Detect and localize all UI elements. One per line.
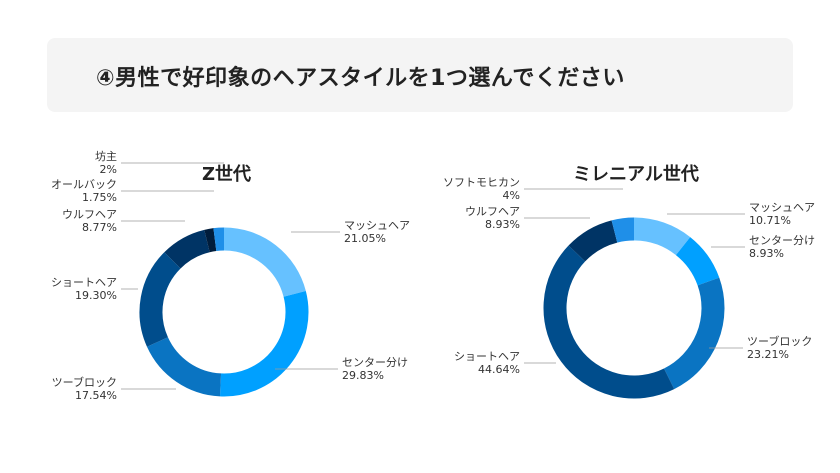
millennial-slice-0 xyxy=(633,217,691,256)
question-title: ④男性で好印象のヘアスタイルを1つ選んでください xyxy=(96,66,625,91)
millennial-slice-value-4: 8.93% xyxy=(485,218,520,231)
z-slice-4 xyxy=(164,229,211,269)
millennial-slice-label-0: マッシュヘア xyxy=(749,201,815,214)
chart-title-millennial: ミレニアル世代 xyxy=(573,164,699,185)
z-slice-value-5: 1.75% xyxy=(82,191,117,204)
millennial-slice-label-2: ツーブロック xyxy=(747,334,812,348)
z-slice-value-4: 8.77% xyxy=(82,221,117,234)
millennial-slice-label-4: ウルフヘア xyxy=(465,205,520,218)
millennial-slice-1 xyxy=(675,237,720,286)
z-slice-label-6: 坊主 xyxy=(95,149,117,163)
millennial-slice-3 xyxy=(543,245,675,399)
z-slice-value-6: 2% xyxy=(100,163,117,176)
chart-title-gen-z: Z世代 xyxy=(202,164,252,185)
z-slice-0 xyxy=(223,227,306,298)
millennial-slice-value-1: 8.93% xyxy=(749,247,784,260)
millennial-slice-label-3: ショートヘア xyxy=(454,350,520,363)
millennial-slice-2 xyxy=(663,277,725,390)
millennial-slice-value-3: 44.64% xyxy=(478,363,520,376)
question-banner: ④男性で好印象のヘアスタイルを1つ選んでください xyxy=(47,38,793,112)
millennial-slice-4 xyxy=(568,220,618,262)
z-slice-label-5: オールバック xyxy=(51,178,117,191)
z-slice-value-3: 19.30% xyxy=(75,289,117,302)
z-slice-label-0: マッシュヘア xyxy=(344,219,410,232)
millennial-slice-value-5: 4% xyxy=(503,189,520,202)
z-slice-label-2: ツーブロック xyxy=(52,375,117,389)
millennial-slice-label-1: センター分け xyxy=(749,234,815,247)
z-slice-value-2: 17.54% xyxy=(75,389,117,402)
z-slice-value-1: 29.83% xyxy=(342,369,384,382)
z-slice-value-0: 21.05% xyxy=(344,232,386,245)
z-slice-3 xyxy=(139,252,181,347)
millennial-slice-label-5: ソフトモヒカン xyxy=(443,176,520,189)
millennial-slice-5 xyxy=(611,217,635,243)
millennial-slice-value-2: 23.21% xyxy=(747,348,789,361)
z-slice-5 xyxy=(204,228,217,253)
z-slice-label-3: ショートヘア xyxy=(51,276,117,289)
z-slice-2 xyxy=(146,336,222,397)
millennial-slice-value-0: 10.71% xyxy=(749,214,791,227)
z-slice-label-1: センター分け xyxy=(342,356,408,369)
z-slice-6 xyxy=(213,227,225,252)
z-slice-1 xyxy=(219,290,309,397)
z-slice-label-4: ウルフヘア xyxy=(62,208,117,221)
